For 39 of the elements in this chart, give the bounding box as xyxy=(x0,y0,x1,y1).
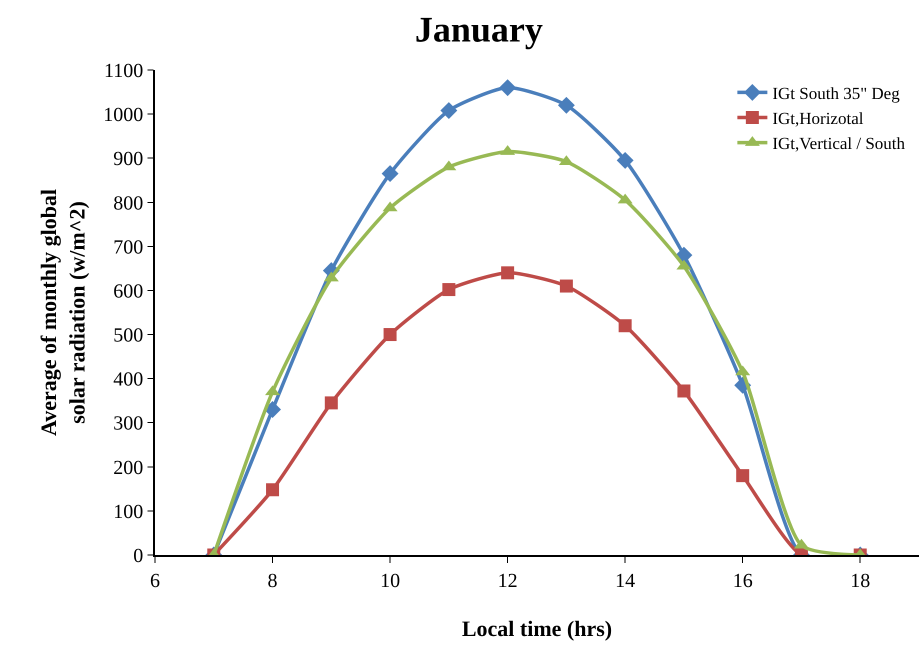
point xyxy=(440,102,458,120)
y-tick-label: 400 xyxy=(113,368,144,391)
x-tick-label: 8 xyxy=(268,570,278,592)
y-tick-label: 0 xyxy=(133,545,144,567)
y-tick-label: 100 xyxy=(113,500,144,523)
point xyxy=(560,280,573,293)
x-axis-title: Local time (hrs) xyxy=(462,616,612,642)
y-tick-label: 800 xyxy=(113,192,144,214)
point xyxy=(266,483,280,496)
y-tick-label: 1100 xyxy=(104,60,144,82)
point xyxy=(501,266,514,280)
x-tick-label: 16 xyxy=(732,570,753,592)
point xyxy=(442,283,456,296)
point xyxy=(384,328,397,342)
point xyxy=(616,152,634,169)
point xyxy=(499,79,516,96)
x-tick-label: 6 xyxy=(150,570,160,592)
legend-label: IGt,Horizotal xyxy=(772,109,864,128)
legend-label: IGt,Vertical / South xyxy=(772,134,906,154)
point xyxy=(618,319,632,332)
y-tick-label: 600 xyxy=(113,280,144,302)
point xyxy=(382,165,399,182)
y-tick-label: 300 xyxy=(113,412,144,435)
point xyxy=(558,96,575,114)
y-tick-label: 500 xyxy=(113,324,144,347)
y-tick-label: 200 xyxy=(113,456,144,479)
point xyxy=(677,384,690,398)
y-axis-title: Average of monthly global solar radiation (w/m^2) xyxy=(36,188,90,436)
y-tick-label: 1000 xyxy=(103,104,144,126)
x-tick-label: 10 xyxy=(380,570,400,592)
point xyxy=(736,469,750,482)
x-tick-label: 14 xyxy=(615,570,636,592)
legend-label: IGt South 35" Deg xyxy=(772,84,900,104)
y-tick-label: 700 xyxy=(113,236,144,258)
chart-title: January xyxy=(414,10,543,50)
y-tick-label: 900 xyxy=(113,148,144,170)
point xyxy=(324,396,338,410)
x-tick-label: 12 xyxy=(498,570,518,592)
x-tick-label: 18 xyxy=(850,570,870,592)
